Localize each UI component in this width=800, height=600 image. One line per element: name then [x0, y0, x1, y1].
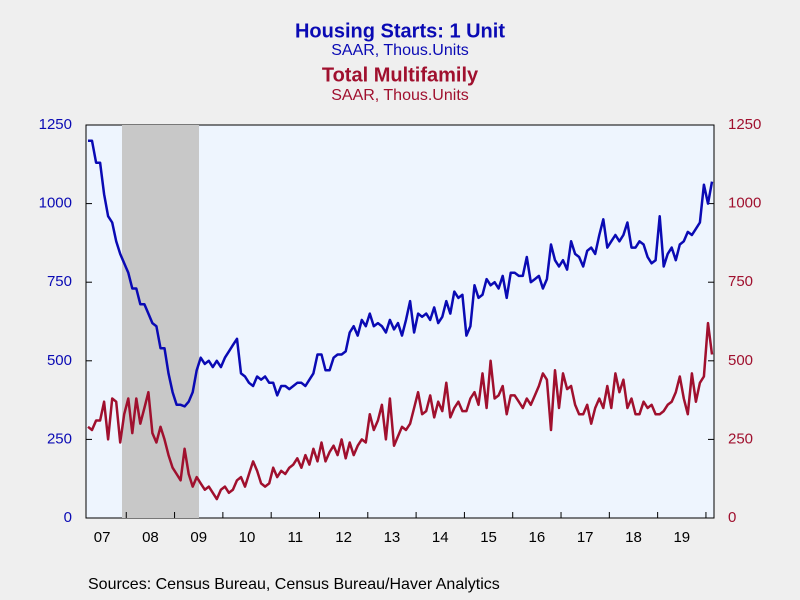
x-tick-label: 10: [239, 529, 256, 546]
x-tick-label: 17: [577, 529, 594, 546]
series-subtitle: SAAR, Thous.Units: [331, 42, 469, 59]
x-tick-label: 19: [673, 529, 690, 546]
y-tick-label: 750: [47, 273, 72, 290]
y2-tick-label: 500: [728, 352, 753, 369]
series-title: Housing Starts: 1 Unit: [295, 20, 505, 42]
x-tick-label: 07: [94, 529, 111, 546]
x-tick-label: 14: [432, 529, 449, 546]
y-tick-label: 0: [64, 509, 72, 526]
x-tick-label: 15: [480, 529, 497, 546]
y-tick-label: 500: [47, 352, 72, 369]
x-tick-label: 16: [529, 529, 546, 546]
x-tick-label: 11: [288, 529, 304, 546]
source-note: Sources: Census Bureau, Census Bureau/Ha…: [88, 576, 500, 593]
x-tick-label: 12: [335, 529, 352, 546]
series-title: Total Multifamily: [322, 64, 479, 86]
y2-tick-label: 0: [728, 509, 736, 526]
x-tick-label: 18: [625, 529, 642, 546]
y-tick-label: 250: [47, 430, 72, 447]
x-tick-label: 09: [190, 529, 207, 546]
y2-tick-label: 1000: [728, 195, 761, 212]
data-line: [88, 139, 714, 408]
y-tick-label: 1000: [39, 195, 72, 212]
x-tick-label: 08: [142, 529, 159, 546]
y2-tick-label: 1250: [728, 116, 761, 133]
data-line: [87, 321, 714, 501]
y2-tick-label: 250: [728, 430, 753, 447]
y2-tick-label: 750: [728, 273, 753, 290]
y-tick-label: 1250: [39, 116, 72, 133]
x-tick-label: 13: [384, 529, 401, 546]
series-subtitle: SAAR, Thous.Units: [331, 87, 469, 104]
